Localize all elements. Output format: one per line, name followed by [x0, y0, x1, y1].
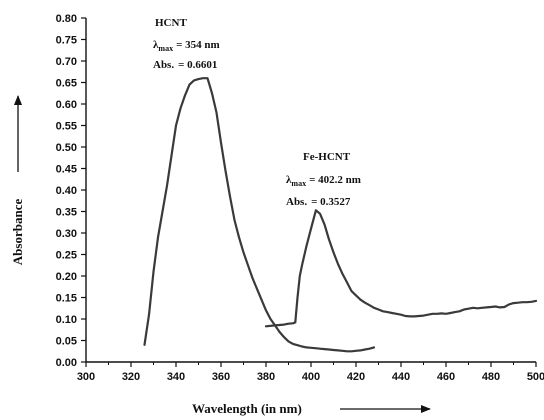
annotation-fehcnt-lambda: λmax = 402.2 nm [286, 174, 361, 188]
y-tick-label: 0.20 [56, 271, 77, 283]
series-layer [143, 77, 538, 353]
x-tick-label: 440 [392, 371, 410, 383]
x-tick-label: 500 [527, 371, 544, 383]
x-tick-label: 460 [437, 371, 455, 383]
y-tick-label: 0.65 [56, 78, 77, 90]
series-line-1 [264, 209, 538, 328]
y-tick-label: 0.15 [56, 293, 77, 305]
y-tick-label: 0.40 [56, 185, 77, 197]
y-tick-label: 0.75 [56, 35, 77, 47]
y-ticks: 0.00 0.05 0.10 0.15 0.20 0.25 0.30 0.35 0.40 0.45… [56, 13, 86, 369]
y-tick-label: 0.45 [56, 164, 77, 176]
y-tick-label: 0.70 [56, 56, 77, 68]
x-tick-label: 360 [212, 371, 230, 383]
series-line-0 [143, 77, 376, 353]
x-tick-label: 420 [347, 371, 365, 383]
y-tick-label: 0.05 [56, 336, 77, 348]
annotation-fehcnt: Fe-HCNT λmax = 402.2 nm Abs. = 0.3527 [286, 151, 361, 208]
y-tick-label: 0.60 [56, 99, 77, 111]
x-tick-label: 380 [257, 371, 275, 383]
y-tick-label: 0.30 [56, 228, 77, 240]
y-axis-title-group: Absorbance [10, 95, 25, 266]
x-tick-label: 480 [482, 371, 500, 383]
annotation-hcnt-name: HCNT [155, 17, 187, 29]
x-axis-title: Wavelength (in nm) [192, 401, 302, 416]
y-tick-label: 0.35 [56, 207, 77, 219]
y-tick-label: 0.00 [56, 357, 77, 369]
x-axis-title-group: Wavelength (in nm) [192, 401, 431, 416]
annotation-fehcnt-name: Fe-HCNT [303, 151, 351, 163]
annotation-hcnt-lambda: λmax = 354 nm [153, 39, 220, 53]
y-tick-label: 0.55 [56, 121, 77, 133]
y-tick-label: 0.50 [56, 142, 77, 154]
x-tick-label: 400 [302, 371, 320, 383]
annotation-fehcnt-abs: Abs. = 0.3527 [286, 196, 351, 208]
x-ticks: 300 320 340 360 380 400 420 440 460 480 500 [77, 362, 544, 383]
annotation-hcnt: HCNT λmax = 354 nm Abs. = 0.6601 [153, 17, 220, 71]
x-tick-label: 320 [122, 371, 140, 383]
y-tick-label: 0.25 [56, 250, 77, 262]
annotation-hcnt-abs: Abs. = 0.6601 [153, 59, 217, 71]
x-tick-label: 300 [77, 371, 95, 383]
x-tick-label: 340 [167, 371, 185, 383]
y-tick-label: 0.80 [56, 13, 77, 25]
y-tick-label: 0.10 [56, 314, 77, 326]
y-axis-title: Absorbance [10, 199, 25, 266]
